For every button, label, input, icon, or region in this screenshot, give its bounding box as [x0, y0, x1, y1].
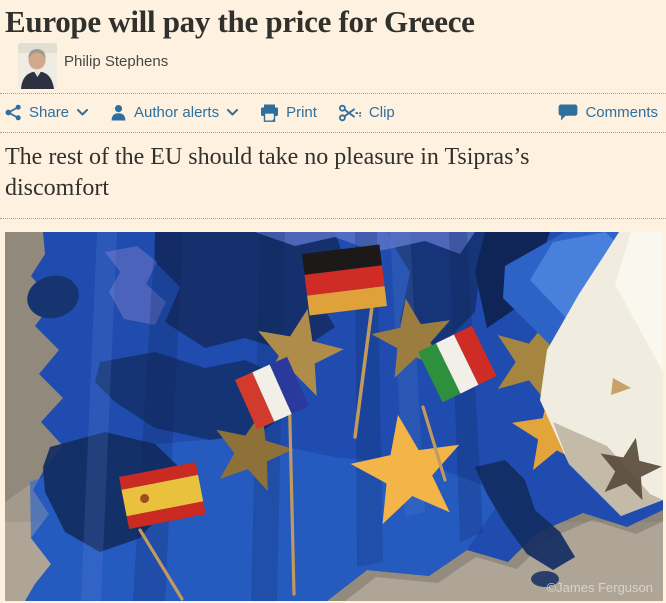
eu-flag [25, 232, 663, 602]
author-name[interactable]: Philip Stephens [64, 52, 169, 70]
chevron-down-icon [227, 109, 239, 116]
flag-folds [81, 232, 483, 602]
france-flag [235, 356, 310, 430]
comments-label: Comments [585, 104, 658, 122]
author-alerts-label: Author alerts [134, 104, 220, 122]
standfirst-text: The rest of the EU should take no pleasu… [5, 143, 530, 202]
italy-flag-pole [421, 405, 447, 482]
print-icon [261, 104, 279, 122]
spain-flag-pole [138, 528, 184, 601]
germany-flag [302, 244, 387, 316]
author-alerts-icon [111, 105, 126, 121]
chevron-down-icon [77, 109, 89, 116]
author-avatar[interactable] [18, 42, 57, 89]
image-credit: ©James Ferguson [547, 580, 653, 595]
print-button[interactable]: Print [260, 104, 317, 122]
author-portrait-image [18, 42, 57, 89]
comments-icon [559, 104, 578, 121]
comments-button[interactable]: Comments [558, 104, 658, 121]
toolbar: Share Author alerts Print [0, 92, 666, 133]
author-alerts-button[interactable]: Author alerts [110, 104, 239, 122]
flag-pins [119, 244, 497, 601]
share-label: Share [29, 104, 70, 122]
clip-button[interactable]: Clip [338, 104, 395, 122]
clip-label: Clip [368, 104, 395, 122]
clip-scissors-icon [338, 104, 362, 122]
greece-flag-drape [475, 232, 666, 517]
share-button[interactable]: Share [5, 104, 89, 122]
page-title: Europe will pay the price for Greece [5, 4, 475, 39]
byline-row: Philip Stephens [0, 41, 666, 93]
italy-flag [418, 325, 497, 403]
share-icon [5, 105, 21, 121]
print-label: Print [286, 104, 317, 122]
standfirst: The rest of the EU should take no pleasu… [0, 133, 666, 220]
eu-flag-illustration: ©James Ferguson [5, 232, 666, 603]
article-illustration: ©James Ferguson [5, 232, 666, 603]
spain-flag [119, 462, 206, 530]
